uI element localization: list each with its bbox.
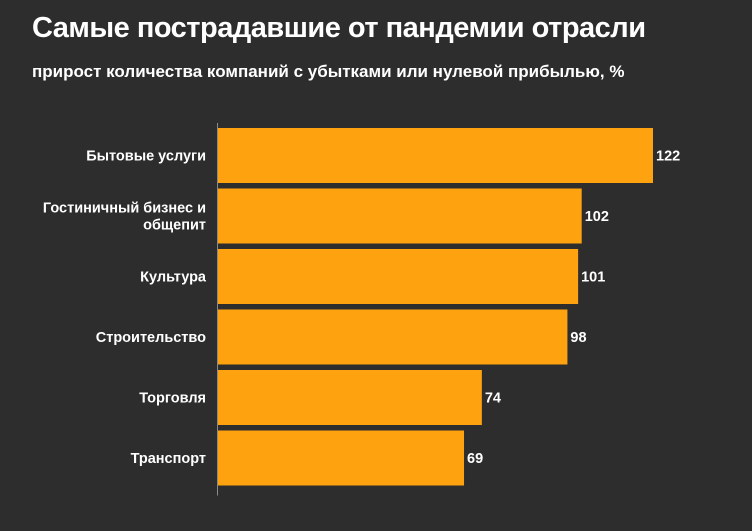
chart-subtitle: прирост количества компаний с убытками и…: [32, 62, 625, 81]
bar-4: [218, 370, 482, 425]
category-label-line: общепит: [143, 218, 206, 234]
value-label-4: 74: [485, 391, 501, 407]
category-label-3: Строительство: [96, 330, 206, 346]
bar-5: [218, 430, 465, 486]
value-label-0: 122: [656, 149, 680, 165]
category-label-line: Торговля: [139, 391, 206, 407]
value-label-2: 101: [581, 270, 605, 286]
chart-title: Самые пострадавшие от пандемии отрасли: [32, 12, 646, 44]
category-label-line: Гостиничный бизнес и: [43, 201, 206, 217]
category-label-line: Строительство: [96, 330, 206, 346]
category-label-1: Гостиничный бизнес и общепит: [43, 201, 206, 234]
value-label-1: 102: [585, 209, 609, 225]
category-label-line: Транспорт: [131, 451, 206, 467]
category-label-2: Культура: [140, 270, 207, 286]
category-label-line: Культура: [140, 270, 207, 286]
value-label-5: 69: [467, 451, 483, 467]
bar-1: [218, 188, 582, 244]
category-label-line: Бытовые услуги: [86, 149, 206, 165]
category-label-0: Бытовые услуги: [86, 149, 206, 165]
value-label-3: 98: [570, 330, 586, 346]
category-label-5: Транспорт: [131, 451, 206, 467]
bar-2: [218, 249, 579, 304]
bar-0: [218, 128, 653, 183]
bar-3: [218, 309, 568, 365]
category-label-4: Торговля: [139, 391, 206, 407]
